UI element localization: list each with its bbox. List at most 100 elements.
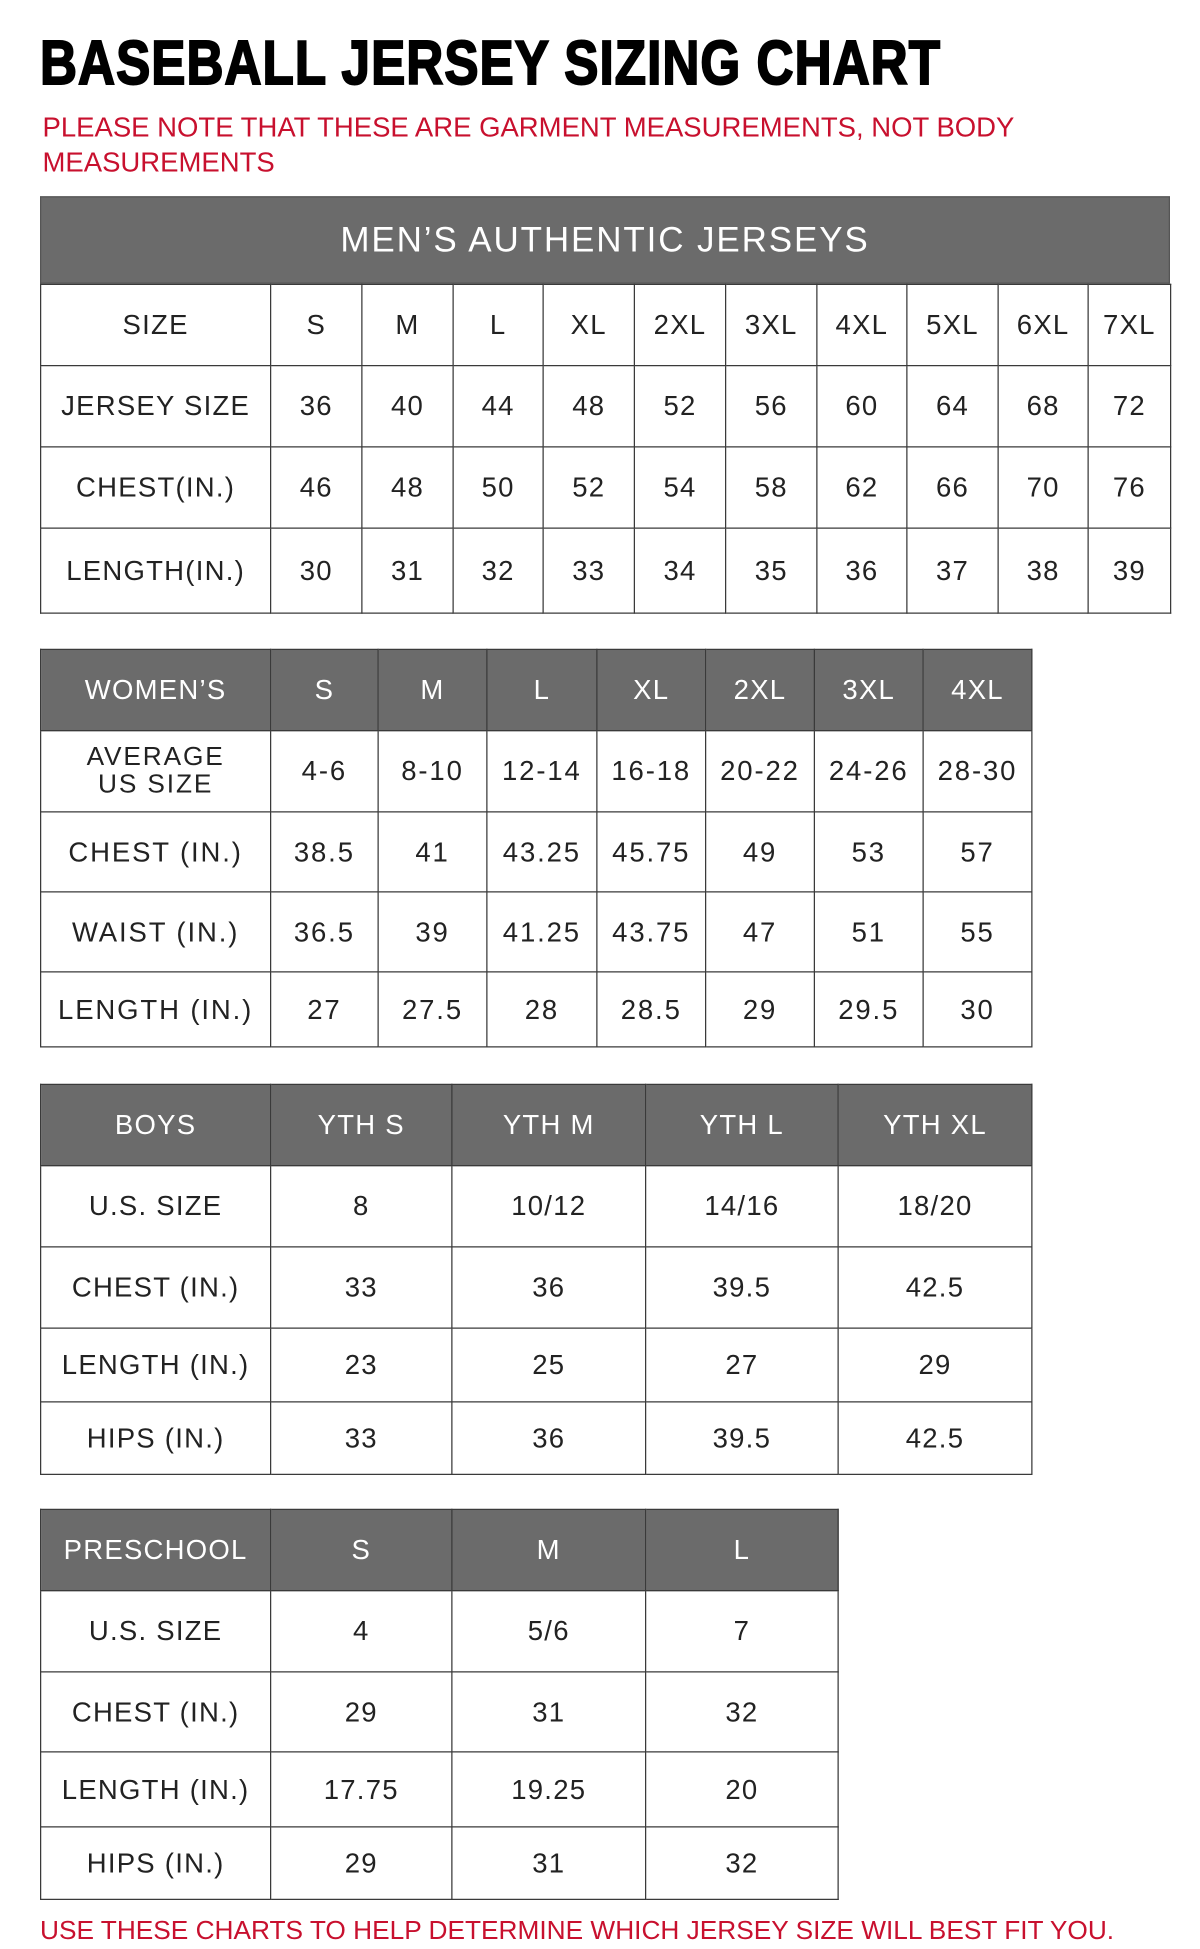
table-header-row: BOYS YTH S YTH M YTH L YTH XL	[40, 1083, 1033, 1167]
value-cell: 25	[451, 1327, 647, 1403]
header-cell: 2XL	[705, 648, 815, 732]
value-cell: 58	[725, 446, 818, 529]
row-label-cell: AVERAGE US SIZE	[40, 730, 272, 813]
value-cell: 36	[451, 1401, 647, 1475]
value-cell: 68	[997, 365, 1089, 448]
row-label-cell: U.S. SIZE	[40, 1165, 272, 1248]
value-cell: 39.5	[645, 1246, 839, 1329]
garment-note: PLEASE NOTE THAT THESE ARE GARMENT MEASU…	[42, 111, 1014, 178]
value-cell: 4	[270, 1590, 453, 1673]
header-cell: YTH L	[645, 1083, 839, 1167]
value-cell: 51	[813, 891, 924, 973]
value-cell: 60	[816, 365, 908, 448]
value-cell: 57	[922, 811, 1033, 893]
mens-table-title: MEN’S AUTHENTIC JERSEYS	[40, 196, 1170, 284]
value-cell: 29	[270, 1671, 453, 1753]
value-cell: 33	[270, 1246, 453, 1329]
value-cell: 33	[542, 527, 635, 614]
row-label-cell: LENGTH (IN.)	[40, 971, 272, 1048]
header-cell: 5XL	[906, 283, 999, 367]
header-cell: PRESCHOOL	[40, 1508, 272, 1592]
value-cell: 40	[361, 365, 454, 448]
value-cell: 48	[361, 446, 454, 529]
value-cell: 76	[1087, 446, 1172, 529]
table-row: LENGTH (IN.) 27 27.5 28 28.5 29 29.5 30	[40, 971, 1033, 1048]
header-cell: L	[645, 1508, 839, 1592]
header-cell: 4XL	[816, 283, 908, 367]
value-cell: 29.5	[813, 971, 924, 1048]
row-label-cell: CHEST(IN.)	[40, 446, 272, 529]
value-cell: 27	[645, 1327, 839, 1403]
table-row: HIPS (IN.) 33 36 39.5 42.5	[40, 1401, 1033, 1475]
header-cell: 3XL	[813, 648, 924, 732]
value-cell: 56	[725, 365, 818, 448]
header-cell: YTH S	[270, 1083, 453, 1167]
header-cell: S	[270, 1508, 453, 1592]
header-cell: M	[451, 1508, 647, 1592]
header-cell: S	[270, 648, 379, 732]
row-label-cell: HIPS (IN.)	[40, 1401, 272, 1475]
value-cell: 36	[270, 365, 363, 448]
value-cell: 17.75	[270, 1751, 453, 1828]
value-cell: 48	[542, 365, 635, 448]
value-cell: 54	[633, 446, 727, 529]
row-label-cell: LENGTH(IN.)	[40, 527, 272, 614]
value-cell: 34	[633, 527, 727, 614]
row-label-cell: CHEST (IN.)	[40, 1671, 272, 1753]
value-cell: 8-10	[377, 730, 488, 813]
value-cell: 45.75	[596, 811, 707, 893]
value-cell: 18/20	[837, 1165, 1033, 1248]
value-cell: 55	[922, 891, 1033, 973]
header-cell: L	[452, 283, 544, 367]
value-cell: 14/16	[645, 1165, 839, 1248]
row-label-cell: CHEST (IN.)	[40, 1246, 272, 1329]
row-label-cell: CHEST (IN.)	[40, 811, 272, 893]
value-cell: 70	[997, 446, 1089, 529]
value-cell: 31	[361, 527, 454, 614]
value-cell: 52	[633, 365, 727, 448]
header-cell: S	[270, 283, 363, 367]
header-cell: YTH XL	[837, 1083, 1033, 1167]
value-cell: 38.5	[270, 811, 379, 893]
value-cell: 30	[270, 527, 363, 614]
header-cell: 6XL	[997, 283, 1089, 367]
value-cell: 49	[705, 811, 815, 893]
value-cell: 42.5	[837, 1246, 1033, 1329]
value-cell: 29	[837, 1327, 1033, 1403]
row-label-cell: LENGTH (IN.)	[40, 1751, 272, 1828]
header-cell: XL	[542, 283, 635, 367]
table-row: JERSEY SIZE 36 40 44 48 52 56 60 64 68 72	[40, 365, 1172, 448]
row-label-cell: HIPS (IN.)	[40, 1826, 272, 1900]
table-row: LENGTH(IN.) 30 31 32 33 34 35 36 37 38 39	[40, 527, 1172, 614]
value-cell: 31	[451, 1671, 647, 1753]
footer-note: USE THESE CHARTS TO HELP DETERMINE WHICH…	[40, 1916, 1115, 1945]
table-row: LENGTH (IN.) 17.75 19.25 20	[40, 1751, 839, 1828]
row-label-cell: U.S. SIZE	[40, 1590, 272, 1673]
table-header-row: SIZE S M L XL 2XL 3XL 4XL 5XL 6XL 7XL	[40, 283, 1172, 367]
value-cell: 20-22	[705, 730, 815, 813]
boys-table: BOYS YTH S YTH M YTH L YTH XL U.S. SIZE 8 10/12…	[40, 1083, 1033, 1475]
value-cell: 36	[816, 527, 908, 614]
value-cell: 41.25	[486, 891, 598, 973]
header-cell: YTH M	[451, 1083, 647, 1167]
header-cell: WOMEN’S	[40, 648, 272, 732]
value-cell: 8	[270, 1165, 453, 1248]
value-cell: 33	[270, 1401, 453, 1475]
value-cell: 16-18	[596, 730, 707, 813]
value-cell: 7	[645, 1590, 839, 1673]
table-row: AVERAGE US SIZE 4-6 8-10 12-14 16-18 20-22 24-…	[40, 730, 1033, 813]
table-row: LENGTH (IN.) 23 25 27 29	[40, 1327, 1033, 1403]
table-row: CHEST (IN.) 38.5 41 43.25 45.75 49 53 57	[40, 811, 1033, 893]
womens-table: WOMEN’S S M L XL 2XL 3XL 4XL AVERAGE US SIZE 4-6 8…	[40, 648, 1033, 1048]
value-cell: 47	[705, 891, 815, 973]
header-cell: BOYS	[40, 1083, 272, 1167]
header-cell: SIZE	[40, 283, 272, 367]
value-cell: 39	[1087, 527, 1172, 614]
value-cell: 28-30	[922, 730, 1033, 813]
value-cell: 53	[813, 811, 924, 893]
value-cell: 32	[645, 1671, 839, 1753]
value-cell: 42.5	[837, 1401, 1033, 1475]
table-row: CHEST (IN.) 33 36 39.5 42.5	[40, 1246, 1033, 1329]
value-cell: 39	[377, 891, 488, 973]
